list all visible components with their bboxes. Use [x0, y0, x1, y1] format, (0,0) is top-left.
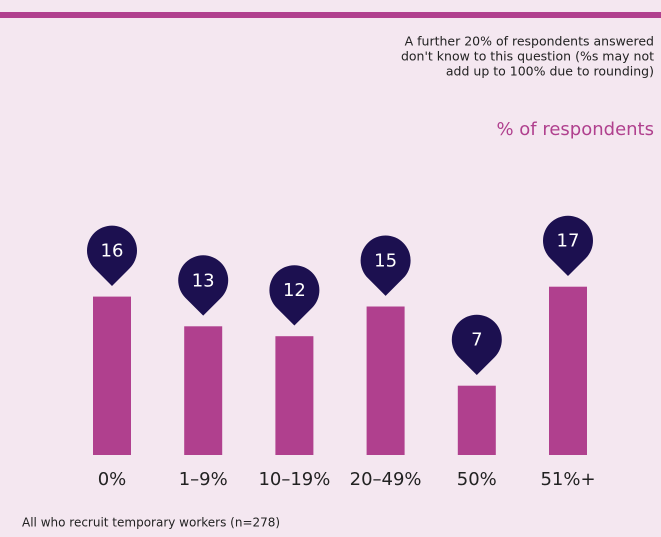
top-rule	[0, 12, 661, 18]
value-label: 16	[101, 241, 124, 262]
value-label: 7	[471, 330, 482, 351]
bar	[457, 385, 496, 455]
x-tick-label: 50%	[457, 469, 497, 490]
x-tick-label: 51%+	[540, 469, 595, 490]
bar	[366, 306, 405, 455]
legend-label: % of respondents	[496, 119, 654, 140]
value-pin	[451, 314, 502, 376]
note-line: don't know to this question (%s may not	[401, 49, 654, 64]
value-label: 12	[283, 280, 306, 301]
value-pin	[360, 235, 411, 296]
x-tick-label: 10–19%	[258, 469, 330, 490]
value-label: 13	[192, 270, 215, 291]
value-pin	[543, 215, 593, 277]
value-label: 17	[557, 231, 580, 252]
note-line: A further 20% of respondents answered	[405, 34, 654, 49]
value-pin	[269, 265, 320, 326]
bar	[549, 286, 587, 455]
x-tick-label: 0%	[98, 469, 127, 490]
footnote: All who recruit temporary workers (n=278…	[22, 516, 280, 530]
bar	[184, 326, 223, 455]
value-pin	[178, 255, 229, 316]
value-label: 15	[374, 251, 397, 272]
note-line: add up to 100% due to rounding)	[446, 64, 654, 79]
bar	[93, 296, 131, 455]
bar	[275, 336, 314, 455]
value-pin	[87, 225, 137, 286]
x-tick-label: 20–49%	[350, 469, 422, 490]
x-tick-label: 1–9%	[179, 469, 228, 490]
